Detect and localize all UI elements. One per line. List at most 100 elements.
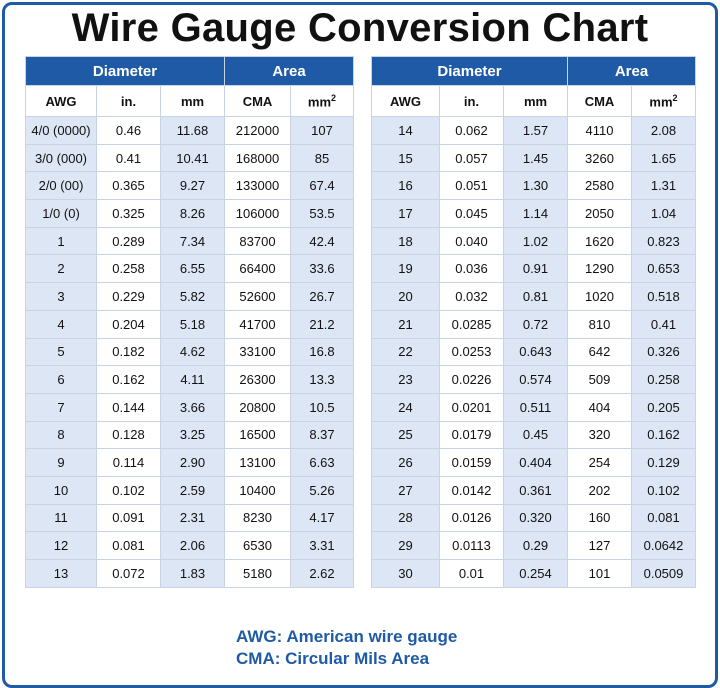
in-cell: 0.289 [96,226,161,256]
awg-column-header: AWG [25,85,97,117]
table-row: 21 0.0285 0.72 810 0.41 [371,309,696,339]
table-row: 14 0.062 1.57 4110 2.08 [371,116,696,145]
in-cell: 0.0201 [439,392,504,422]
in-cell: 0.41 [96,143,161,173]
cma-cell: 83700 [224,226,291,256]
mm2-cell: 0.129 [631,448,696,477]
table-row: 4 0.204 5.18 41700 21.2 [25,309,354,339]
mm2-cell: 2.08 [631,116,696,145]
table-row: 1 0.289 7.34 83700 42.4 [25,226,354,256]
in-cell: 0.325 [96,199,161,228]
table-row: 13 0.072 1.83 5180 2.62 [25,559,354,588]
mm2-cell: 26.7 [290,282,354,311]
cma-cell: 2050 [567,199,632,228]
cma-cell: 642 [567,337,632,367]
diameter-header: Diameter [25,56,225,86]
awg-cell: 8 [25,420,97,450]
awg-cell: 24 [371,392,440,422]
mm-cell: 0.361 [503,475,568,505]
in-cell: 0.0285 [439,309,504,339]
table-row: 29 0.0113 0.29 127 0.0642 [371,531,696,560]
cma-cell: 4110 [567,116,632,145]
mm-cell: 0.320 [503,503,568,533]
mm-cell: 1.02 [503,226,568,256]
table-row: 9 0.114 2.90 13100 6.63 [25,448,354,477]
awg-column-header: AWG [371,85,440,117]
awg-cell: 2 [25,254,97,284]
mm2-cell: 3.31 [290,531,354,560]
in-cell: 0.0253 [439,337,504,367]
in-cell: 0.46 [96,116,161,145]
mm-cell: 0.29 [503,531,568,560]
cma-cell: 16500 [224,420,291,450]
table-row: 16 0.051 1.30 2580 1.31 [371,171,696,201]
mm2-cell: 1.04 [631,199,696,228]
cma-cell: 20800 [224,392,291,422]
mm2-column-header: mm2 [631,85,696,117]
mm-cell: 1.83 [160,559,225,588]
awg-cell: 1 [25,226,97,256]
mm2-cell: 6.63 [290,448,354,477]
awg-cell: 13 [25,559,97,588]
cma-cell: 320 [567,420,632,450]
mm2-cell: 0.41 [631,309,696,339]
mm-column-header: mm [503,85,568,117]
cma-cell: 212000 [224,116,291,145]
awg-cell: 7 [25,392,97,422]
cma-cell: 1290 [567,254,632,284]
cma-cell: 509 [567,365,632,394]
table-row: 2/0 (00) 0.365 9.27 133000 67.4 [25,171,354,201]
gauge-table-left: Diameter Area AWG in. mm CMA mm2 4/0 (00… [25,56,354,588]
awg-cell: 23 [371,365,440,394]
table-row: 3/0 (000) 0.41 10.41 168000 85 [25,143,354,173]
cma-cell: 13100 [224,448,291,477]
mm2-cell: 4.17 [290,503,354,533]
awg-cell: 18 [371,226,440,256]
in-cell: 0.114 [96,448,161,477]
table-row: 15 0.057 1.45 3260 1.65 [371,143,696,173]
mm-cell: 0.45 [503,420,568,450]
awg-cell: 3/0 (000) [25,143,97,173]
legend: AWG: American wire gauge CMA: Circular M… [236,626,457,670]
in-cell: 0.204 [96,309,161,339]
awg-cell: 29 [371,531,440,560]
awg-cell: 20 [371,282,440,311]
awg-cell: 22 [371,337,440,367]
in-cell: 0.040 [439,226,504,256]
in-cell: 0.162 [96,365,161,394]
mm2-cell: 0.081 [631,503,696,533]
cma-cell: 66400 [224,254,291,284]
cma-cell: 5180 [224,559,291,588]
in-cell: 0.182 [96,337,161,367]
in-cell: 0.144 [96,392,161,422]
in-cell: 0.091 [96,503,161,533]
cma-cell: 33100 [224,337,291,367]
mm-cell: 11.68 [160,116,225,145]
awg-cell: 4 [25,309,97,339]
in-cell: 0.0126 [439,503,504,533]
awg-cell: 30 [371,559,440,588]
table-row: 25 0.0179 0.45 320 0.162 [371,420,696,450]
in-cell: 0.0159 [439,448,504,477]
page-title: Wire Gauge Conversion Chart [71,6,649,50]
mm2-cell: 2.62 [290,559,354,588]
table-row: 20 0.032 0.81 1020 0.518 [371,282,696,311]
mm2-cell: 1.65 [631,143,696,173]
mm2-cell: 0.823 [631,226,696,256]
awg-cell: 28 [371,503,440,533]
in-cell: 0.081 [96,531,161,560]
mm2-cell: 53.5 [290,199,354,228]
awg-cell: 26 [371,448,440,477]
mm2-cell: 0.102 [631,475,696,505]
area-header: Area [224,56,354,86]
mm-cell: 0.81 [503,282,568,311]
mm-cell: 0.254 [503,559,568,588]
mm-cell: 5.18 [160,309,225,339]
in-cell: 0.051 [439,171,504,201]
mm-cell: 10.41 [160,143,225,173]
mm-cell: 1.57 [503,116,568,145]
diameter-header: Diameter [371,56,568,86]
mm2-cell: 42.4 [290,226,354,256]
table-row: 26 0.0159 0.404 254 0.129 [371,448,696,477]
mm2-cell: 0.205 [631,392,696,422]
